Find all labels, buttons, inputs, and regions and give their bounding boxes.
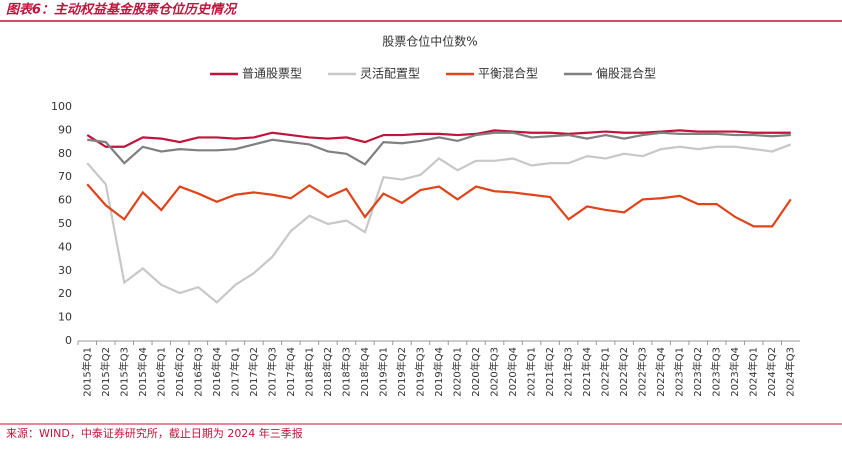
x-tick-label: 2015年Q4 [136,347,149,397]
x-tick-label: 2018年Q2 [321,347,334,397]
legend-label: 平衡混合型 [478,66,538,81]
x-tick-label: 2021年Q1 [525,347,538,397]
x-tick-label: 2023年Q1 [673,347,686,397]
x-tick-label: 2016年Q2 [173,347,186,397]
x-tick-label: 2024年Q1 [747,347,760,397]
source: 来源：WIND，中泰证券研究所，截止日期为 2024 年三季报 [6,426,303,440]
x-tick-label: 2015年Q1 [80,347,93,397]
x-tick-label: 2016年Q4 [210,347,223,397]
x-tick-label: 2021年Q2 [543,347,556,397]
series-line [87,131,791,166]
x-tick-label: 2017年Q4 [284,347,297,397]
legend-label: 偏股混合型 [596,66,656,81]
x-tick-label: 2022年Q1 [599,347,612,397]
x-tick-label: 2017年Q1 [228,347,241,397]
series-line [86,143,792,304]
y-tick-label: 60 [58,194,72,207]
y-tick-label: 20 [58,287,72,300]
x-tick-label: 2019年Q4 [432,347,445,397]
y-tick-label: 80 [58,147,72,160]
x-tick-label: 2018年Q3 [339,347,352,397]
x-tick-label: 2023年Q2 [691,347,704,397]
legend-label: 普通股票型 [242,67,302,81]
x-tick-label: 2019年Q2 [395,347,408,397]
x-tick-label: 2023年Q3 [710,347,723,397]
x-tick-label: 2017年Q3 [265,347,278,397]
x-tick-label: 2020年Q1 [451,347,464,397]
x-tick-label: 2021年Q3 [562,347,575,397]
y-tick-label: 30 [58,264,72,277]
x-tick-label: 2017年Q2 [247,347,260,397]
x-tick-label: 2016年Q3 [191,347,204,397]
x-tick-label: 2018年Q4 [358,347,371,397]
x-tick-label: 2022年Q2 [617,347,630,397]
y-tick-label: 100 [51,100,72,113]
x-tick-label: 2015年Q3 [117,347,130,397]
y-tick-label: 0 [65,334,72,347]
series-line [86,183,792,228]
x-tick-label: 2016年Q1 [154,347,167,397]
x-tick-label: 2019年Q3 [413,347,426,397]
series-line [86,129,791,148]
page-title: 图表6：主动权益基金股票仓位历史情况 [6,2,238,18]
x-tick-label: 2022年Q4 [654,347,667,397]
x-tick-label: 2015年Q2 [99,347,112,397]
x-tick-label: 2024年Q2 [765,347,778,397]
x-tick-label: 2018年Q1 [302,347,315,397]
x-tick-label: 2020年Q4 [506,347,519,397]
legend-label: 灵活配置型 [360,67,420,81]
x-tick-label: 2023年Q4 [728,347,741,397]
x-tick-label: 2019年Q1 [376,347,389,397]
y-tick-label: 40 [58,240,72,253]
y-tick-label: 50 [58,217,72,230]
y-tick-label: 10 [58,311,72,324]
x-tick-label: 2020年Q2 [469,347,482,397]
x-tick-label: 2022年Q3 [636,347,649,397]
x-tick-label: 2024年Q3 [784,347,797,397]
y-tick-label: 90 [58,123,72,136]
chart-title: 股票仓位中位数% [382,34,477,49]
x-tick-label: 2021年Q4 [580,347,593,397]
x-tick-label: 2020年Q3 [488,347,501,397]
y-tick-label: 70 [58,170,72,183]
